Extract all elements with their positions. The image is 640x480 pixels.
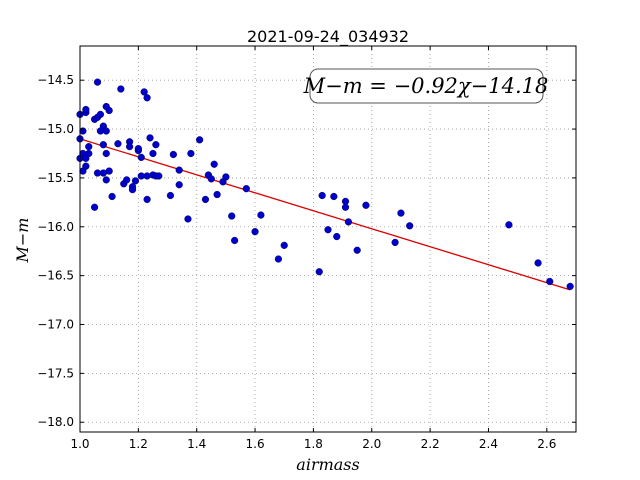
data-point xyxy=(169,150,177,159)
data-point xyxy=(397,209,405,217)
annotation-text: M−m = −0.92χ−14.18 xyxy=(303,74,549,98)
data-point xyxy=(242,185,250,193)
x-tick-labels: 1.0 1.2 1.4 1.6 1.8 2.0 2.2 2.4 2.6 xyxy=(70,437,556,451)
y-tick-label: −18.0 xyxy=(37,415,74,429)
data-point xyxy=(146,134,154,142)
data-point xyxy=(126,143,134,151)
data-point xyxy=(96,110,105,119)
data-point xyxy=(231,236,239,245)
x-tick-label: 1.0 xyxy=(70,437,89,451)
plot-frame xyxy=(79,45,577,433)
data-point xyxy=(102,176,110,184)
data-point xyxy=(546,277,554,286)
data-point xyxy=(566,282,574,290)
data-point xyxy=(128,186,137,194)
x-tick-label: 2.4 xyxy=(479,437,498,451)
axis-ticks xyxy=(79,46,576,432)
data-point xyxy=(99,141,107,149)
data-point xyxy=(318,191,326,200)
data-point xyxy=(93,78,102,86)
data-point xyxy=(534,259,542,267)
x-tick-label: 2.2 xyxy=(421,437,440,451)
data-point xyxy=(85,143,93,151)
data-point xyxy=(274,255,283,263)
x-tick-label: 1.2 xyxy=(129,437,148,451)
data-point xyxy=(391,238,399,247)
data-point xyxy=(90,203,99,211)
data-point xyxy=(117,85,125,93)
data-point xyxy=(114,140,122,148)
data-point xyxy=(102,149,110,158)
data-point xyxy=(344,218,353,226)
x-axis-label: airmass xyxy=(296,455,359,474)
data-point xyxy=(257,211,265,219)
data-point xyxy=(152,141,160,149)
data-point xyxy=(406,222,414,230)
data-point xyxy=(134,145,142,153)
data-point xyxy=(166,191,175,200)
fit-line-layer xyxy=(79,138,571,291)
data-points xyxy=(76,78,574,290)
data-point xyxy=(131,177,140,185)
data-point xyxy=(280,241,288,249)
x-tick-label: 2.6 xyxy=(537,437,556,451)
data-point xyxy=(505,221,513,229)
y-axis-label: M−m xyxy=(13,218,32,264)
data-point xyxy=(108,192,116,201)
data-point xyxy=(155,172,163,180)
data-point xyxy=(137,153,145,162)
chart-title: 2021-09-24_034932 xyxy=(247,27,409,47)
data-point xyxy=(175,166,183,174)
y-tick-label: −17.5 xyxy=(37,366,74,380)
data-point xyxy=(362,201,370,209)
y-tick-label: −14.5 xyxy=(37,73,74,87)
data-point xyxy=(105,106,113,115)
plot-area xyxy=(80,46,576,432)
data-point xyxy=(196,136,204,144)
data-point xyxy=(222,173,230,181)
data-point xyxy=(341,203,350,211)
data-point xyxy=(143,94,151,102)
data-point xyxy=(85,149,93,158)
equation-annotation: M−m = −0.92χ−14.18 xyxy=(303,68,549,104)
data-point xyxy=(213,190,221,199)
x-tick-label: 1.6 xyxy=(246,437,265,451)
data-point xyxy=(143,195,151,204)
data-point xyxy=(207,175,215,183)
data-point xyxy=(251,228,259,236)
data-point xyxy=(82,105,90,114)
data-point xyxy=(149,149,157,158)
data-point xyxy=(187,149,195,158)
data-point xyxy=(324,226,332,234)
data-point xyxy=(210,160,218,168)
data-point xyxy=(102,127,110,135)
data-point xyxy=(123,176,131,184)
data-point xyxy=(201,195,210,204)
fit-line xyxy=(79,138,571,291)
y-tick-labels: −14.5 −15.0 −15.5 −16.0 −16.5 −17.0 −17.5 −18.0 xyxy=(37,73,74,429)
data-point xyxy=(175,181,183,189)
x-tick-label: 2.0 xyxy=(362,437,381,451)
data-point xyxy=(228,212,236,220)
y-tick-label: −15.5 xyxy=(37,171,74,185)
y-tick-label: −16.5 xyxy=(37,269,74,283)
y-tick-label: −15.0 xyxy=(37,122,74,136)
y-tick-label: −16.0 xyxy=(37,220,74,234)
data-point xyxy=(184,215,192,223)
annotation-box xyxy=(309,68,544,104)
data-point xyxy=(333,232,341,241)
data-point xyxy=(140,88,148,96)
data-point xyxy=(82,162,90,170)
x-tick-label: 1.4 xyxy=(187,437,206,451)
x-tick-label: 1.8 xyxy=(304,437,323,451)
data-point xyxy=(315,268,323,276)
y-tick-label: −17.0 xyxy=(37,318,74,332)
data-point xyxy=(353,246,361,254)
data-point xyxy=(330,192,338,201)
data-point xyxy=(105,167,113,175)
